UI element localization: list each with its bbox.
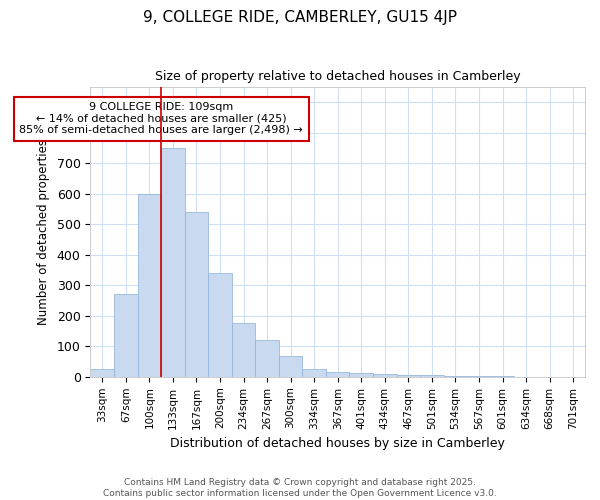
Bar xyxy=(185,212,208,377)
Bar xyxy=(161,148,185,377)
Bar xyxy=(255,340,279,377)
Bar xyxy=(349,373,373,377)
Text: Contains HM Land Registry data © Crown copyright and database right 2025.
Contai: Contains HM Land Registry data © Crown c… xyxy=(103,478,497,498)
X-axis label: Distribution of detached houses by size in Camberley: Distribution of detached houses by size … xyxy=(170,437,505,450)
Bar xyxy=(91,369,114,377)
Bar xyxy=(420,376,443,377)
Bar xyxy=(397,375,420,377)
Bar xyxy=(137,194,161,377)
Bar xyxy=(326,372,349,377)
Bar xyxy=(114,294,137,377)
Bar xyxy=(467,376,491,377)
Bar xyxy=(232,322,255,377)
Bar xyxy=(443,376,467,377)
Bar xyxy=(208,273,232,377)
Bar xyxy=(491,376,514,377)
Y-axis label: Number of detached properties: Number of detached properties xyxy=(37,139,50,325)
Bar xyxy=(373,374,397,377)
Title: Size of property relative to detached houses in Camberley: Size of property relative to detached ho… xyxy=(155,70,521,83)
Bar xyxy=(302,369,326,377)
Text: 9, COLLEGE RIDE, CAMBERLEY, GU15 4JP: 9, COLLEGE RIDE, CAMBERLEY, GU15 4JP xyxy=(143,10,457,25)
Bar xyxy=(279,356,302,377)
Text: 9 COLLEGE RIDE: 109sqm
← 14% of detached houses are smaller (425)
85% of semi-de: 9 COLLEGE RIDE: 109sqm ← 14% of detached… xyxy=(19,102,303,136)
